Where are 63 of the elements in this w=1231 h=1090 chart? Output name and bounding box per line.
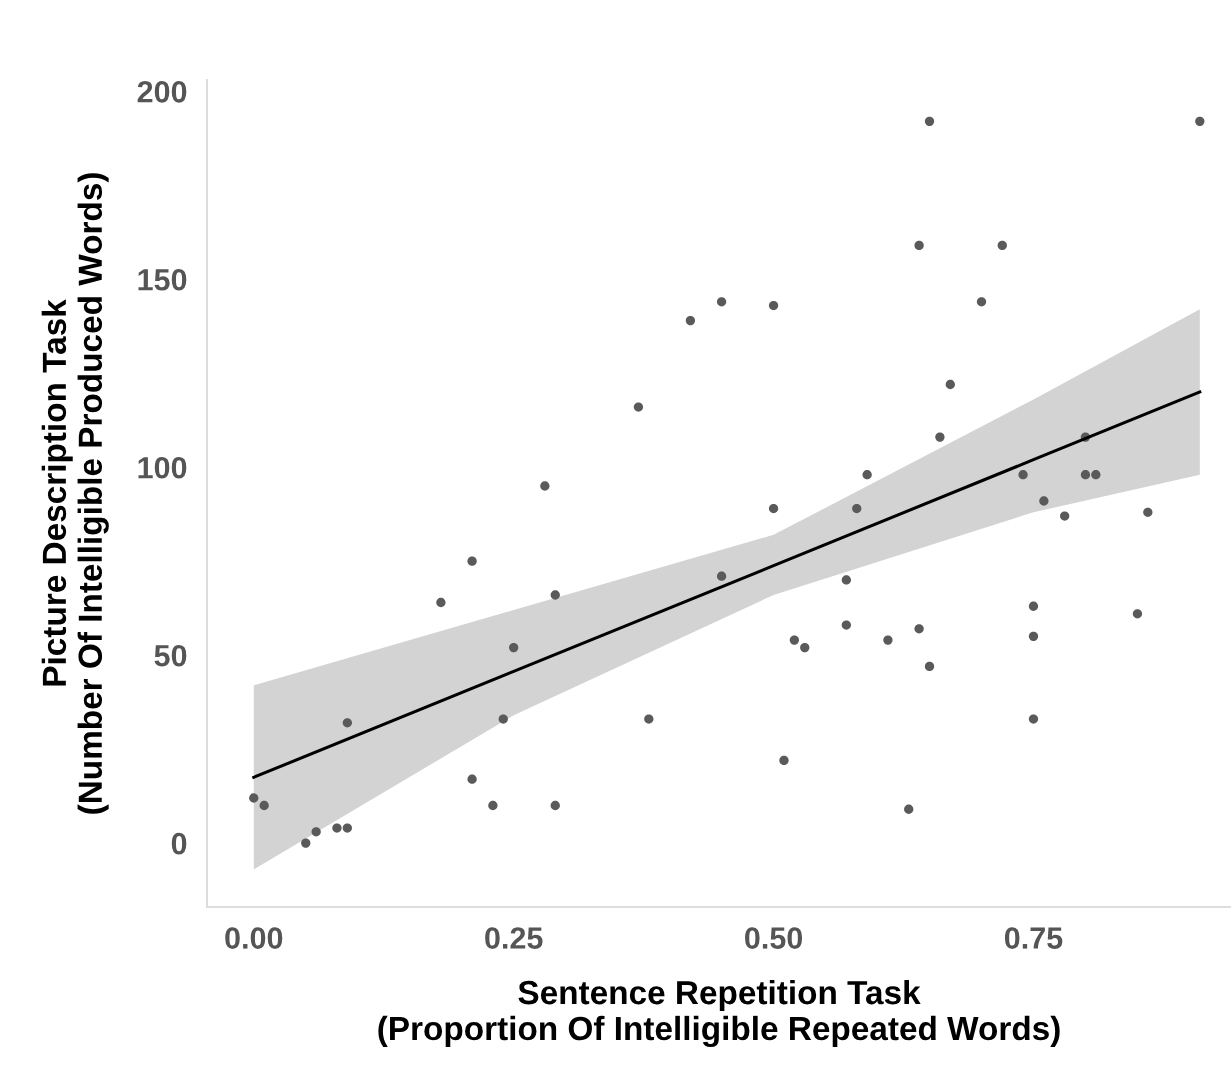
point <box>1028 601 1039 611</box>
point <box>1018 470 1028 480</box>
y-tick-label: 0 <box>171 832 187 855</box>
point <box>342 823 352 833</box>
point <box>768 503 779 514</box>
point <box>509 642 519 653</box>
point <box>789 635 800 645</box>
point <box>550 590 560 600</box>
point <box>914 240 924 251</box>
point <box>1143 507 1153 517</box>
point <box>1195 116 1205 127</box>
point <box>779 755 789 766</box>
point <box>488 800 498 811</box>
point <box>841 575 852 585</box>
point <box>924 661 935 672</box>
line-series <box>252 390 1202 779</box>
point <box>550 800 560 811</box>
x-tick-label: 0.75 <box>1004 927 1063 949</box>
point <box>1091 470 1101 480</box>
point <box>852 503 862 514</box>
y-tick-label: 50 <box>154 644 187 667</box>
y-tick-label: 200 <box>137 81 187 103</box>
y-tick-label: 100 <box>138 456 187 479</box>
point <box>862 470 872 480</box>
point <box>633 402 644 412</box>
x-tick-label: 0.00 <box>225 927 283 949</box>
point <box>904 804 914 814</box>
point <box>1132 609 1143 619</box>
point <box>1060 511 1070 521</box>
point <box>467 774 477 784</box>
point <box>467 556 477 566</box>
y-axis-title: Picture Description Task (Number Of Intelligible Produced Words) <box>41 173 109 814</box>
x-tick-label: 0.25 <box>485 927 543 949</box>
point <box>997 240 1007 251</box>
point <box>540 481 550 491</box>
y-tick-label: 150 <box>138 268 187 291</box>
point <box>342 718 352 728</box>
point <box>716 571 727 581</box>
x-axis-title: Sentence Repetition Task (Proportion Of Intelligible Repeated Words) <box>378 979 1060 1048</box>
point <box>311 827 321 837</box>
point <box>685 315 696 326</box>
point <box>1039 496 1049 506</box>
point <box>800 642 810 653</box>
point <box>1028 631 1039 641</box>
point <box>841 620 852 630</box>
point <box>259 800 269 811</box>
point <box>498 714 508 724</box>
point <box>1080 470 1091 480</box>
x-tick-label: 0.50 <box>745 927 803 949</box>
point <box>883 635 893 645</box>
point <box>644 714 654 724</box>
point <box>935 432 945 442</box>
point <box>1028 714 1039 724</box>
point <box>436 597 446 608</box>
point <box>945 379 955 390</box>
point <box>301 838 311 848</box>
point <box>332 823 342 833</box>
point <box>924 116 935 127</box>
point <box>768 300 779 311</box>
point <box>914 624 924 634</box>
point <box>976 297 987 307</box>
point <box>716 297 727 307</box>
point <box>249 793 259 803</box>
